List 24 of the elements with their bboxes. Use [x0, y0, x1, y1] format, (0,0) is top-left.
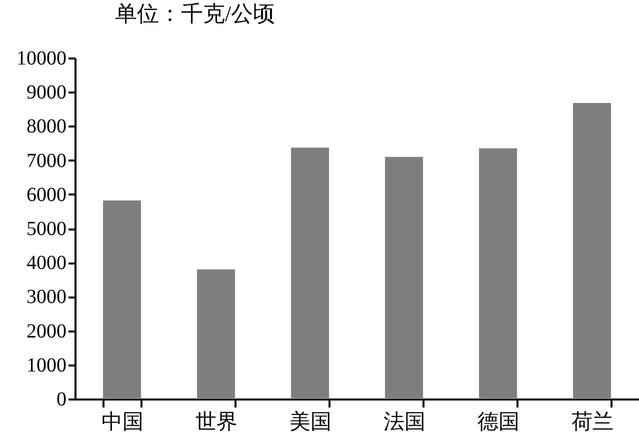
- x-tick-label: 荷兰: [572, 410, 614, 434]
- y-tick-label: 8000: [26, 116, 66, 138]
- x-tick-label: 德国: [478, 410, 520, 434]
- y-tick-label: 6000: [26, 184, 66, 206]
- y-tick-label: 0: [56, 388, 66, 410]
- y-tick-label: 9000: [26, 82, 66, 104]
- x-tick-label: 世界: [196, 410, 238, 434]
- bar: [197, 269, 235, 399]
- bar: [103, 200, 141, 399]
- x-tick-label: 中国: [102, 410, 144, 434]
- y-tick-label: 4000: [26, 252, 66, 274]
- bar: [479, 148, 517, 399]
- y-tick-label: 7000: [26, 150, 66, 172]
- bar: [291, 148, 329, 399]
- y-tick-label: 10000: [16, 48, 66, 70]
- y-tick-label: 2000: [26, 320, 66, 342]
- y-tick-label: 3000: [26, 286, 66, 308]
- bar: [385, 156, 423, 399]
- x-tick-label: 法国: [384, 410, 426, 434]
- y-tick-label: 5000: [26, 218, 66, 240]
- chart-title: 单位：千克/公顷: [115, 1, 276, 26]
- x-tick-label: 美国: [290, 410, 332, 434]
- bar: [573, 103, 611, 399]
- y-tick-label: 1000: [26, 354, 66, 376]
